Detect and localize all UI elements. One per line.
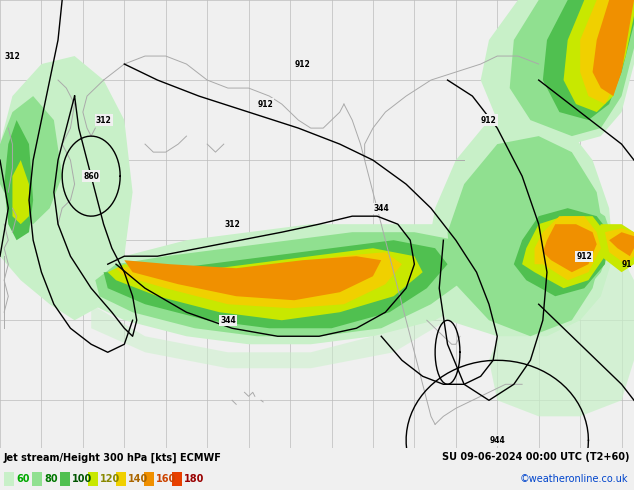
Polygon shape xyxy=(609,232,634,256)
Text: SU 09-06-2024 00:00 UTC (T2+60): SU 09-06-2024 00:00 UTC (T2+60) xyxy=(443,452,630,463)
Text: 100: 100 xyxy=(72,474,93,484)
Polygon shape xyxy=(543,0,634,120)
Polygon shape xyxy=(116,252,402,308)
Bar xyxy=(144,472,154,486)
Bar xyxy=(32,472,42,486)
Polygon shape xyxy=(95,232,472,336)
Text: 312: 312 xyxy=(96,116,112,124)
Polygon shape xyxy=(522,216,605,288)
Polygon shape xyxy=(448,136,605,336)
Polygon shape xyxy=(91,296,456,368)
Text: 912: 912 xyxy=(257,99,273,109)
Polygon shape xyxy=(427,112,613,336)
Text: 912: 912 xyxy=(576,252,592,261)
Text: ©weatheronline.co.uk: ©weatheronline.co.uk xyxy=(519,474,628,484)
Text: 160: 160 xyxy=(156,474,176,484)
Bar xyxy=(88,472,98,486)
Polygon shape xyxy=(514,208,609,296)
Text: 60: 60 xyxy=(16,474,30,484)
Polygon shape xyxy=(593,224,634,272)
Polygon shape xyxy=(605,228,634,264)
Text: 180: 180 xyxy=(184,474,204,484)
Text: 120: 120 xyxy=(100,474,120,484)
Text: 344: 344 xyxy=(373,204,389,213)
Polygon shape xyxy=(0,56,133,320)
Polygon shape xyxy=(0,96,62,224)
Text: 860: 860 xyxy=(83,172,99,181)
Text: 312: 312 xyxy=(4,51,20,61)
Bar xyxy=(4,472,14,486)
Text: 80: 80 xyxy=(44,474,58,484)
Polygon shape xyxy=(91,224,489,344)
Text: 912: 912 xyxy=(481,116,497,124)
Polygon shape xyxy=(564,0,634,112)
Polygon shape xyxy=(108,248,423,320)
Polygon shape xyxy=(580,0,634,104)
Bar xyxy=(116,472,126,486)
Polygon shape xyxy=(103,240,448,328)
Text: Jet stream/Height 300 hPa [kts] ECMWF: Jet stream/Height 300 hPa [kts] ECMWF xyxy=(4,452,222,463)
Bar xyxy=(60,472,70,486)
Text: 344: 344 xyxy=(220,316,236,325)
Polygon shape xyxy=(505,200,613,304)
Polygon shape xyxy=(124,256,381,300)
Polygon shape xyxy=(489,224,634,416)
Polygon shape xyxy=(543,224,597,272)
Polygon shape xyxy=(593,0,634,96)
Polygon shape xyxy=(481,0,634,144)
Polygon shape xyxy=(4,120,33,240)
Text: 312: 312 xyxy=(224,220,240,229)
Polygon shape xyxy=(534,216,601,280)
Polygon shape xyxy=(13,160,29,224)
Text: 140: 140 xyxy=(128,474,148,484)
Text: 912: 912 xyxy=(295,60,311,69)
Text: 91: 91 xyxy=(621,260,632,269)
Text: 944: 944 xyxy=(489,436,505,445)
Bar xyxy=(172,472,182,486)
Polygon shape xyxy=(510,0,634,136)
